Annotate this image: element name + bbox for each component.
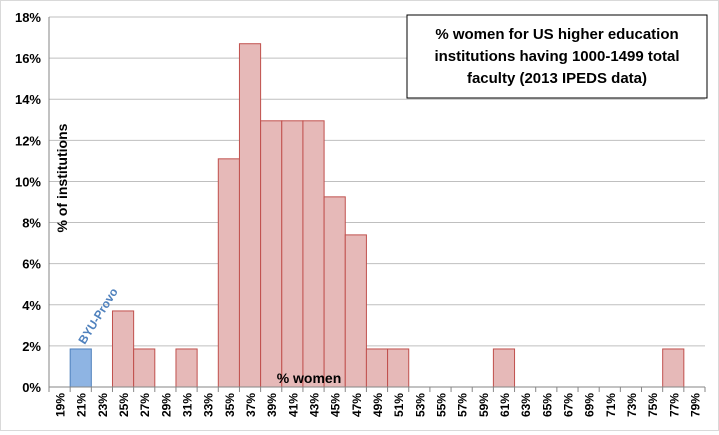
- bar: [281, 120, 304, 388]
- x-tick-label: 31%: [181, 393, 195, 417]
- bars: [69, 43, 685, 388]
- x-tick-label: 49%: [371, 393, 385, 417]
- x-tick-label: 43%: [308, 393, 322, 417]
- x-tick-label: 63%: [519, 393, 533, 417]
- x-tick-label: 55%: [434, 393, 448, 417]
- x-axis-label: % women: [277, 370, 342, 386]
- x-tick-label: 45%: [329, 393, 343, 417]
- y-tick-labels: 0% 2% 4% 6% 8% 10% 12% 14% 16% 18%: [15, 10, 41, 395]
- bar-highlight: [69, 348, 92, 388]
- y-tick-label: 4%: [22, 298, 41, 313]
- x-tick-label: 71%: [604, 393, 618, 417]
- bar: [217, 158, 240, 388]
- y-tick-label: 8%: [22, 216, 41, 231]
- x-tick-label: 39%: [265, 393, 279, 417]
- x-tick-label: 23%: [96, 393, 110, 417]
- x-tick-label: 77%: [667, 393, 681, 417]
- x-tick-labels: 19% 21% 23% 25% 27% 29% 31% 33% 35% 37% 39% 41% 43% 4…: [54, 393, 703, 417]
- x-tick-label: 53%: [413, 393, 427, 417]
- bar: [133, 348, 156, 388]
- bar: [365, 348, 389, 388]
- x-tick-label: 79%: [688, 393, 702, 417]
- axes: [48, 17, 706, 392]
- x-tick-label: 61%: [498, 393, 512, 417]
- y-tick-label: 12%: [15, 133, 41, 148]
- bar: [492, 348, 516, 388]
- y-tick-label: 10%: [15, 174, 41, 189]
- x-tick-label: 65%: [540, 393, 554, 417]
- x-tick-label: 51%: [392, 393, 406, 417]
- x-tick-label: 29%: [159, 393, 173, 417]
- y-tick-label: 14%: [15, 92, 41, 107]
- bar: [662, 348, 685, 388]
- chart-title-line-1: % women for US higher education: [435, 26, 678, 43]
- bar: [387, 348, 410, 388]
- x-tick-label: 59%: [477, 393, 491, 417]
- y-tick-label: 0%: [22, 380, 41, 395]
- x-tick-label: 33%: [202, 393, 216, 417]
- x-tick-label: 69%: [583, 393, 597, 417]
- y-tick-label: 18%: [15, 10, 41, 25]
- bar: [175, 348, 198, 388]
- x-tick-label: 21%: [75, 393, 89, 417]
- bar: [302, 120, 325, 388]
- chart-title-line-2: institutions having 1000-1499 total: [434, 48, 679, 65]
- x-tick-label: 27%: [138, 393, 152, 417]
- x-tick-label: 19%: [54, 393, 68, 417]
- x-tick-label: 37%: [244, 393, 258, 417]
- x-tick-label: 67%: [561, 393, 575, 417]
- x-tick-label: 25%: [117, 393, 131, 417]
- chart-title-line-3: faculty (2013 IPEDS data): [467, 70, 647, 87]
- x-tick-label: 35%: [223, 393, 237, 417]
- x-tick-label: 57%: [456, 393, 470, 417]
- bar: [238, 43, 262, 388]
- bar: [323, 196, 346, 388]
- x-tick-label: 73%: [625, 393, 639, 417]
- y-tick-label: 2%: [22, 339, 41, 354]
- y-tick-label: 6%: [22, 257, 41, 272]
- bar: [111, 310, 135, 388]
- x-tick-label: 75%: [646, 393, 660, 417]
- x-tick-label: 47%: [350, 393, 364, 417]
- bar: [344, 234, 367, 388]
- y-axis-label: % of institutions: [54, 123, 70, 232]
- y-tick-label: 16%: [15, 51, 41, 66]
- bar: [260, 120, 283, 388]
- chart-title-box: % women for US higher education institut…: [406, 14, 708, 99]
- x-tick-label: 41%: [286, 393, 300, 417]
